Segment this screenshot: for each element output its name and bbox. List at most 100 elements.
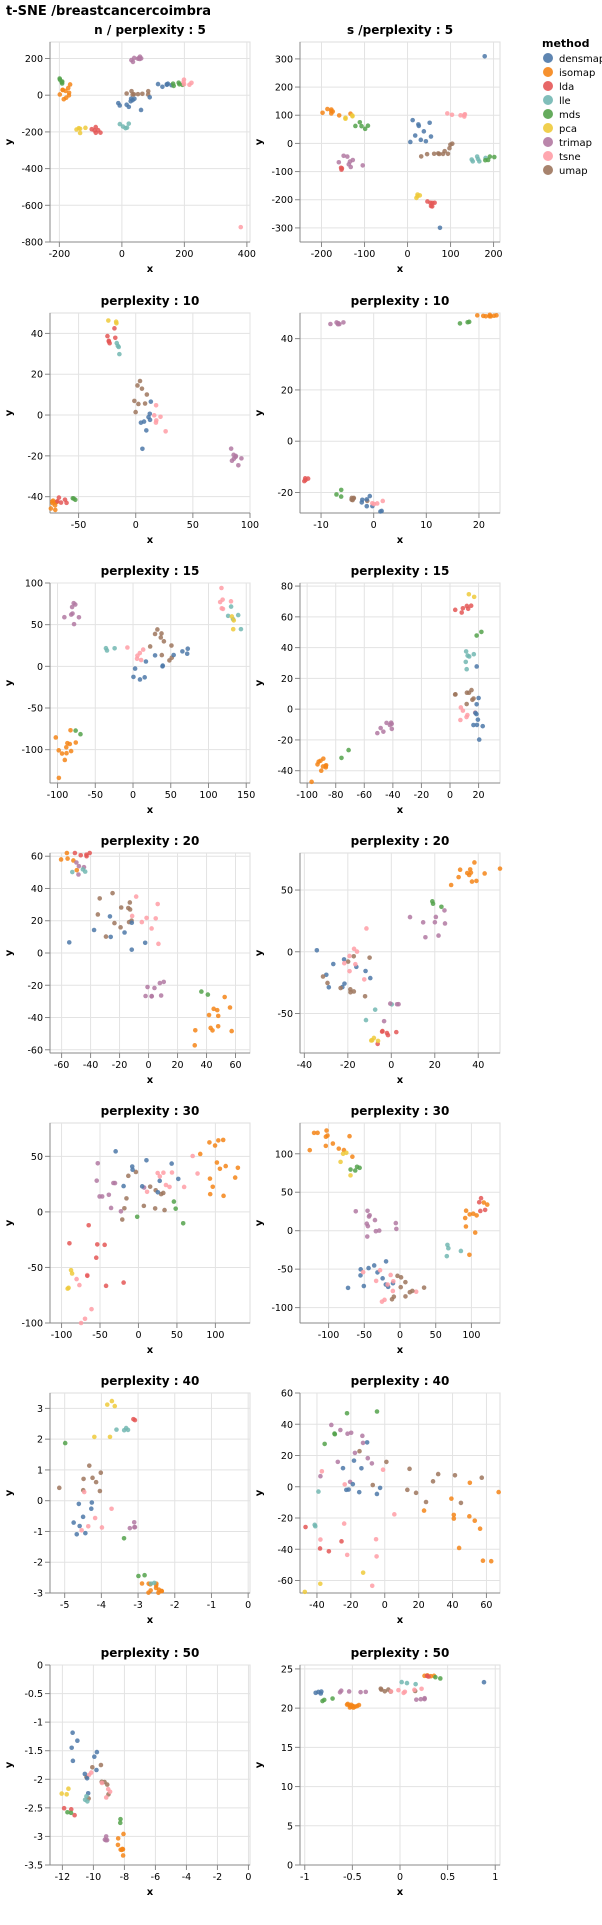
data-point-umap [169, 643, 174, 648]
data-point-tsne [158, 414, 163, 420]
data-point-densmap [377, 1485, 383, 1491]
data-point-isomap [216, 1138, 221, 1143]
data-point-isomap [148, 1588, 153, 1593]
data-point-mds [142, 1572, 147, 1578]
x-axis-label: x [147, 264, 154, 275]
y-tick-label: -600 [21, 201, 43, 212]
data-point-umap [158, 635, 164, 640]
data-points [58, 850, 234, 1048]
data-point-pca [471, 594, 477, 600]
legend-label-tsne: tsne [559, 152, 581, 163]
y-axis-label: y [4, 679, 15, 686]
legend-label-pca: pca [559, 124, 577, 135]
data-point-tsne [105, 1786, 111, 1792]
data-point-trimap [376, 1228, 382, 1233]
x-tick-label: -20 [414, 790, 430, 801]
data-point-densmap [476, 695, 481, 701]
y-tick-label: -20 [277, 488, 293, 499]
data-point-trimap [384, 720, 389, 726]
data-point-umap [124, 91, 129, 96]
data-point-densmap [88, 1506, 94, 1511]
data-point-isomap [307, 1147, 313, 1153]
x-tick-label: -100 [296, 790, 318, 801]
data-point-lle [82, 869, 88, 874]
data-point-trimap [111, 1180, 116, 1186]
data-point-densmap [410, 117, 415, 123]
x-tick-label: -1 [207, 1600, 216, 1611]
data-point-densmap [146, 414, 151, 420]
data-point-tsne [169, 1170, 175, 1175]
data-point-mds [433, 1674, 438, 1680]
data-point-isomap [62, 757, 68, 763]
data-point-umap [349, 497, 354, 502]
data-point-mds [65, 1809, 70, 1815]
data-point-isomap [325, 106, 330, 112]
y-tick-label: 100 [275, 1149, 293, 1160]
y-tick-label: -800 [21, 238, 43, 249]
data-point-pca [340, 1151, 346, 1157]
y-tick-label: 0 [37, 1496, 43, 1507]
data-point-tsne [187, 82, 192, 88]
data-point-trimap [433, 914, 439, 920]
data-point-lle [446, 1245, 451, 1251]
y-tick-label: 0 [287, 1861, 293, 1872]
data-point-lle [458, 1248, 464, 1254]
data-point-trimap [68, 612, 74, 617]
data-point-pca [77, 130, 83, 136]
data-point-umap [378, 1686, 384, 1691]
y-tick-label: -2 [34, 1558, 43, 1569]
data-point-lle [413, 1681, 418, 1687]
data-point-isomap [449, 1496, 454, 1501]
data-point-isomap [212, 1143, 218, 1148]
data-point-trimap [442, 921, 448, 926]
y-tick-label: -100 [21, 1319, 43, 1330]
x-tick-label: -40 [297, 1060, 313, 1071]
data-point-tsne [167, 1184, 172, 1190]
data-point-densmap [427, 120, 432, 126]
data-point-lda [61, 1805, 67, 1811]
data-point-densmap [341, 957, 347, 962]
data-point-densmap [157, 1178, 163, 1184]
data-point-umap [132, 398, 137, 404]
data-point-tsne [195, 1171, 200, 1176]
data-point-tsne [373, 1536, 379, 1542]
data-point-tsne [344, 1552, 350, 1558]
x-tick-label: 0.5 [440, 1872, 455, 1883]
data-point-tsne [385, 1282, 390, 1287]
data-point-lda [452, 607, 458, 613]
data-point-densmap [371, 1263, 377, 1268]
y-tick-label: 0 [287, 1482, 293, 1493]
data-point-umap [452, 1473, 458, 1478]
data-point-tsne [341, 960, 347, 966]
data-point-trimap [387, 722, 393, 728]
data-point-mds [78, 731, 83, 737]
data-point-isomap [206, 1012, 212, 1018]
data-point-trimap [352, 1450, 358, 1456]
data-point-umap [144, 392, 150, 397]
data-point-trimap [318, 1473, 323, 1479]
scatter-panel-12: perplexity : 40 -40 -20 0 20 40 60 -60 -40 -20 0 20… [254, 1374, 501, 1626]
data-point-lda [56, 495, 62, 500]
data-point-lle [235, 612, 241, 618]
data-point-lda [339, 1539, 344, 1544]
data-point-trimap [337, 321, 342, 327]
data-point-trimap [373, 1228, 379, 1234]
data-point-trimap [378, 725, 383, 731]
data-point-tsne [109, 1506, 114, 1512]
y-tick-label: -1.5 [24, 1746, 43, 1757]
legend-symbol-isomap [543, 67, 553, 77]
data-point-densmap [367, 493, 373, 499]
data-point-lda [112, 335, 118, 341]
x-tick-label: 150 [237, 790, 255, 801]
data-point-densmap [138, 107, 144, 113]
data-point-umap [142, 401, 148, 406]
data-point-umap [98, 1762, 104, 1768]
data-point-tsne [220, 606, 226, 612]
data-point-densmap [474, 722, 480, 728]
x-tick-label: 0 [382, 1600, 388, 1611]
data-point-lda [93, 124, 99, 130]
data-point-umap [345, 959, 351, 964]
data-point-trimap [365, 1208, 370, 1214]
data-point-isomap [207, 1191, 213, 1197]
data-point-lda [103, 1283, 109, 1289]
